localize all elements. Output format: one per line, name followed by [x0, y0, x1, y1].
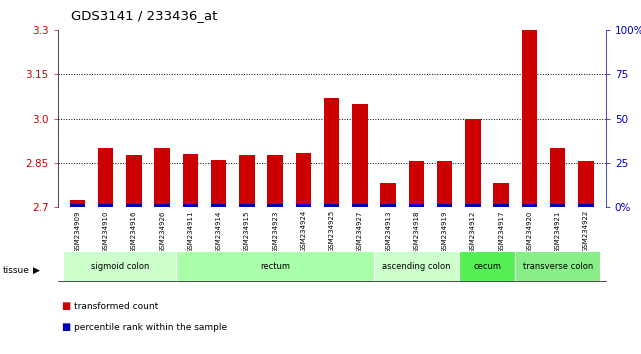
Text: ■: ■ — [61, 301, 70, 311]
Text: GSM234922: GSM234922 — [583, 210, 589, 252]
Text: GSM234915: GSM234915 — [244, 210, 250, 252]
Bar — [176, 251, 374, 281]
Bar — [239, 204, 254, 207]
Bar — [515, 251, 600, 281]
Text: GSM234913: GSM234913 — [385, 210, 391, 253]
Bar — [211, 204, 226, 207]
Bar — [465, 119, 481, 207]
Bar — [381, 204, 396, 207]
Bar — [578, 204, 594, 207]
Bar — [296, 153, 312, 207]
Text: GSM234923: GSM234923 — [272, 210, 278, 252]
Bar — [324, 98, 340, 207]
Text: GSM234910: GSM234910 — [103, 210, 109, 253]
Text: GSM234925: GSM234925 — [329, 210, 335, 252]
Text: GDS3141 / 233436_at: GDS3141 / 233436_at — [71, 9, 217, 22]
Bar — [211, 160, 226, 207]
Bar — [522, 204, 537, 207]
Bar — [352, 204, 368, 207]
Bar — [437, 204, 453, 207]
Text: transformed count: transformed count — [74, 302, 158, 311]
Text: rectum: rectum — [260, 262, 290, 271]
Text: GSM234912: GSM234912 — [470, 210, 476, 252]
Text: GSM234916: GSM234916 — [131, 210, 137, 253]
Bar — [183, 204, 198, 207]
Bar — [126, 204, 142, 207]
Bar — [437, 161, 453, 207]
Bar — [267, 204, 283, 207]
Text: GSM234921: GSM234921 — [554, 210, 561, 252]
Bar — [409, 204, 424, 207]
Text: GSM234911: GSM234911 — [187, 210, 194, 253]
Text: GSM234924: GSM234924 — [301, 210, 306, 252]
Bar — [494, 183, 509, 207]
Bar — [494, 204, 509, 207]
Bar — [70, 204, 85, 207]
Bar — [550, 148, 565, 207]
Text: GSM234919: GSM234919 — [442, 210, 447, 253]
Text: percentile rank within the sample: percentile rank within the sample — [74, 323, 227, 332]
Bar — [183, 154, 198, 207]
Bar — [324, 204, 340, 207]
Bar — [578, 161, 594, 207]
Text: GSM234917: GSM234917 — [498, 210, 504, 253]
Bar — [70, 200, 85, 207]
Bar — [374, 251, 459, 281]
Text: GSM234927: GSM234927 — [357, 210, 363, 252]
Bar — [98, 204, 113, 207]
Text: GSM234920: GSM234920 — [526, 210, 533, 252]
Text: cecum: cecum — [473, 262, 501, 271]
Bar — [409, 161, 424, 207]
Bar — [126, 155, 142, 207]
Text: sigmoid colon: sigmoid colon — [90, 262, 149, 271]
Text: ▶: ▶ — [33, 266, 40, 275]
Bar — [352, 104, 368, 207]
Bar — [550, 204, 565, 207]
Text: GSM234909: GSM234909 — [74, 210, 81, 253]
Bar — [98, 148, 113, 207]
Text: ascending colon: ascending colon — [382, 262, 451, 271]
Bar — [267, 155, 283, 207]
Text: GSM234926: GSM234926 — [159, 210, 165, 252]
Text: tissue: tissue — [3, 266, 30, 275]
Text: transverse colon: transverse colon — [522, 262, 593, 271]
Bar — [154, 148, 170, 207]
Text: GSM234914: GSM234914 — [216, 210, 222, 252]
Bar — [522, 30, 537, 207]
Bar — [63, 251, 176, 281]
Bar — [154, 204, 170, 207]
Bar — [465, 204, 481, 207]
Text: ■: ■ — [61, 322, 70, 332]
Bar — [459, 251, 515, 281]
Bar — [296, 204, 312, 207]
Text: GSM234918: GSM234918 — [413, 210, 419, 253]
Bar — [381, 183, 396, 207]
Bar — [239, 155, 254, 207]
